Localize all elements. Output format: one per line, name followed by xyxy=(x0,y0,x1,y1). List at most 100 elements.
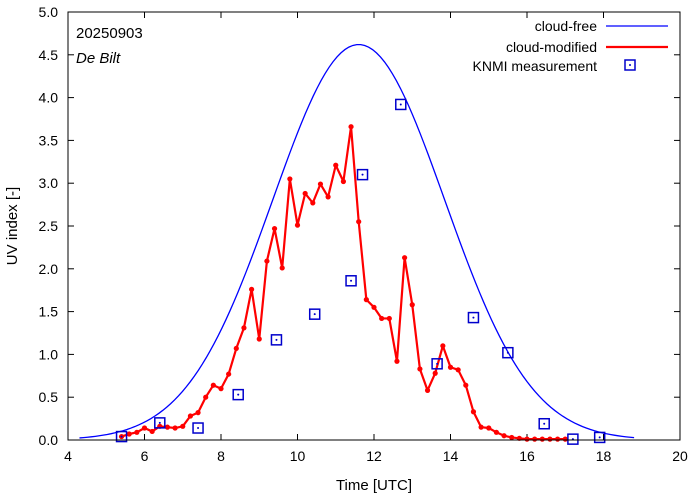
knmi-measurement-point xyxy=(154,417,166,429)
cloud-modified-point xyxy=(501,433,507,439)
knmi-measurement-point xyxy=(593,431,606,444)
cloud-modified-point xyxy=(172,425,178,431)
knmi-measurement-point xyxy=(345,275,357,287)
cloud-modified-point xyxy=(287,176,293,182)
knmi-measurement-point xyxy=(538,417,550,430)
y-tick-label: 3.5 xyxy=(39,132,59,148)
cloud-free-line xyxy=(79,43,635,439)
cloud-modified-point xyxy=(271,225,278,232)
knmi-measurement-point xyxy=(232,388,244,401)
knmi-measurement-point xyxy=(115,430,128,443)
cloud-modified-point xyxy=(249,286,255,292)
cloud-modified-point xyxy=(539,436,545,442)
cloud-modified-point xyxy=(417,366,423,372)
cloud-modified-point xyxy=(394,358,400,364)
cloud-modified-point xyxy=(379,315,385,322)
cloud-modified-point xyxy=(524,436,530,442)
cloud-modified-point xyxy=(532,436,538,442)
x-tick-label: 14 xyxy=(443,448,459,464)
cloud-modified-point xyxy=(363,297,369,303)
cloud-modified-point xyxy=(509,434,515,441)
cloud-modified-point xyxy=(333,162,339,168)
cloud-modified-point xyxy=(440,343,446,349)
knmi-measurement-point xyxy=(567,433,579,445)
y-tick-label: 2.5 xyxy=(39,218,59,234)
knmi-measurement-point xyxy=(467,311,480,324)
x-axis-label: Time [UTC] xyxy=(336,477,412,494)
y-tick-label: 5.0 xyxy=(39,4,59,20)
y-tick-label: 4.5 xyxy=(39,47,59,63)
cloud-modified-point xyxy=(310,200,316,206)
x-tick-label: 10 xyxy=(290,448,306,464)
cloud-modified-point xyxy=(233,345,239,352)
cloud-modified-point xyxy=(279,265,285,271)
plot-frame xyxy=(67,11,681,441)
cloud-modified-point xyxy=(302,190,308,197)
cloud-modified-point xyxy=(386,315,392,322)
cloud-modified-line xyxy=(121,125,566,441)
tick-labels: 4 6 8 10 12 14 16 18 20 0.0 0.5 1.0 1.5 2.0 2.5 3.0 3.5 4… xyxy=(39,4,688,464)
knmi-measurement-point xyxy=(502,346,514,359)
cloud-modified-point xyxy=(256,336,262,342)
knmi-measurement-point xyxy=(356,168,369,181)
y-tick-label: 0.5 xyxy=(39,389,59,405)
cloud-modified-point xyxy=(348,124,354,130)
cloud-modified-point xyxy=(555,436,561,442)
cloud-modified-point xyxy=(164,424,171,430)
legend-swatch-knmi-measurement xyxy=(624,59,636,71)
cloud-modified-point xyxy=(294,222,301,228)
cloud-modified-point xyxy=(317,181,324,187)
y-tick-label: 1.5 xyxy=(39,304,59,320)
cloud-modified-point xyxy=(470,409,477,415)
cloud-modified-point xyxy=(493,429,499,435)
axis-ticks xyxy=(67,11,681,441)
cloud-modified-point xyxy=(402,255,408,261)
knmi-measurement-point xyxy=(431,358,443,370)
knmi-measurement-point xyxy=(308,308,321,320)
legend-label-cloud-free: cloud-free xyxy=(535,18,597,34)
cloud-modified-point xyxy=(187,413,193,419)
y-tick-label: 4.0 xyxy=(39,90,59,106)
cloud-modified-point xyxy=(180,423,186,429)
cloud-modified-point xyxy=(562,436,568,442)
knmi-measurement-point xyxy=(395,98,407,111)
cloud-modified-point xyxy=(486,425,492,431)
cloud-modified-point xyxy=(478,424,484,430)
cloud-modified-series xyxy=(118,124,568,442)
x-tick-label: 18 xyxy=(596,448,612,464)
x-tick-label: 20 xyxy=(672,448,688,464)
date-label: 20250903 xyxy=(76,25,143,42)
cloud-modified-point xyxy=(149,428,155,435)
cloud-modified-point xyxy=(126,431,132,437)
cloud-modified-point xyxy=(226,371,232,377)
x-tick-label: 12 xyxy=(366,448,382,464)
y-axis-label: UV index [-] xyxy=(4,187,21,265)
cloud-modified-point xyxy=(340,178,346,185)
y-tick-label: 0.0 xyxy=(39,432,59,448)
knmi-measurement-point xyxy=(270,334,283,346)
cloud-modified-point xyxy=(432,370,438,376)
cloud-modified-point xyxy=(547,436,553,442)
x-tick-label: 6 xyxy=(141,448,149,464)
legend-label-cloud-modified: cloud-modified xyxy=(506,39,597,55)
cloud-modified-point xyxy=(210,382,216,388)
cloud-modified-point xyxy=(455,367,461,373)
location-label: De Bilt xyxy=(76,50,121,67)
cloud-modified-point xyxy=(195,410,201,416)
cloud-modified-point xyxy=(409,302,415,308)
y-tick-label: 2.0 xyxy=(39,261,59,277)
knmi-measurement-point xyxy=(192,422,204,434)
legend-label-knmi-measurement: KNMI measurement xyxy=(473,58,598,74)
cloud-modified-point xyxy=(141,425,148,431)
cloud-modified-point xyxy=(424,387,431,393)
y-tick-label: 3.0 xyxy=(39,175,59,191)
cloud-modified-point xyxy=(218,386,224,392)
cloud-modified-point xyxy=(371,304,377,310)
knmi-measurement-series xyxy=(115,98,606,445)
cloud-free-series xyxy=(79,43,635,439)
cloud-modified-point xyxy=(325,194,331,200)
cloud-modified-point xyxy=(134,429,140,435)
cloud-modified-point xyxy=(356,219,362,225)
cloud-modified-point xyxy=(447,364,454,370)
